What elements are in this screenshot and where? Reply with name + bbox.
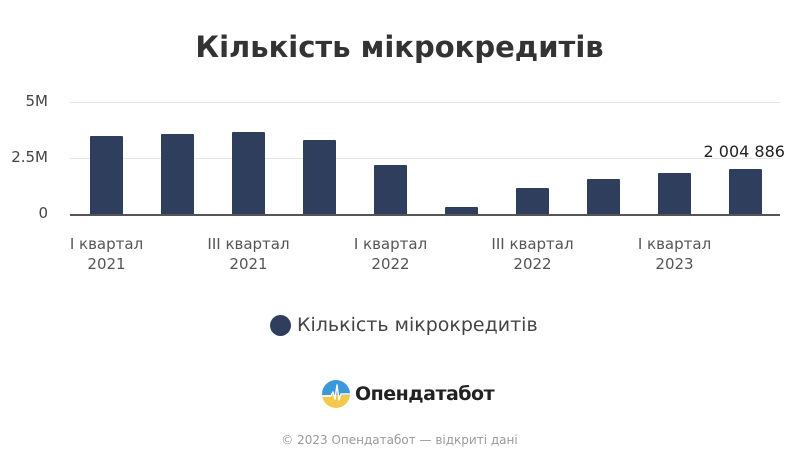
bar[interactable] bbox=[729, 169, 762, 214]
x-axis-tick-label: I квартал 2023 bbox=[637, 235, 712, 273]
bar[interactable] bbox=[516, 187, 549, 214]
x-axis-line bbox=[70, 214, 780, 216]
x-axis-tick-label: I квартал 2022 bbox=[353, 235, 428, 273]
x-axis-tick-label: III квартал 2022 bbox=[491, 235, 574, 273]
legend-marker-icon bbox=[270, 314, 291, 336]
y-axis-tick-label: 5M bbox=[25, 92, 49, 110]
y-axis-tick-label: 2.5M bbox=[11, 148, 48, 166]
gridline bbox=[70, 158, 780, 159]
bar[interactable] bbox=[374, 164, 407, 214]
opendatabot-logo-icon bbox=[322, 380, 350, 408]
x-axis-tick-label: III квартал 2021 bbox=[207, 235, 290, 273]
bar[interactable] bbox=[587, 179, 620, 214]
bar[interactable] bbox=[658, 173, 691, 214]
x-axis-tick-label: I квартал 2021 bbox=[69, 235, 144, 273]
bar[interactable] bbox=[303, 140, 336, 214]
y-axis-tick-label: 0 bbox=[38, 204, 48, 222]
legend-label: Кількість мікрокредитів bbox=[297, 314, 538, 336]
chart-title: Кількість мікрокредитів bbox=[195, 30, 604, 64]
gridline bbox=[70, 102, 780, 103]
data-label: 2 004 886 bbox=[703, 142, 785, 161]
bar[interactable] bbox=[90, 136, 123, 214]
legend[interactable]: Кількість мікрокредитів bbox=[270, 314, 538, 336]
footer-copyright: © 2023 Опендатабот — відкриті дані bbox=[281, 433, 518, 447]
brand-name: Опендатабот bbox=[355, 383, 495, 405]
bar[interactable] bbox=[232, 131, 265, 214]
bar[interactable] bbox=[445, 206, 478, 214]
bar[interactable] bbox=[161, 133, 194, 214]
bar-chart: 0 2.5M 5M I квартал 2021 III квартал 2021 I ква… bbox=[11, 92, 785, 273]
brand: Опендатабот bbox=[322, 380, 495, 408]
